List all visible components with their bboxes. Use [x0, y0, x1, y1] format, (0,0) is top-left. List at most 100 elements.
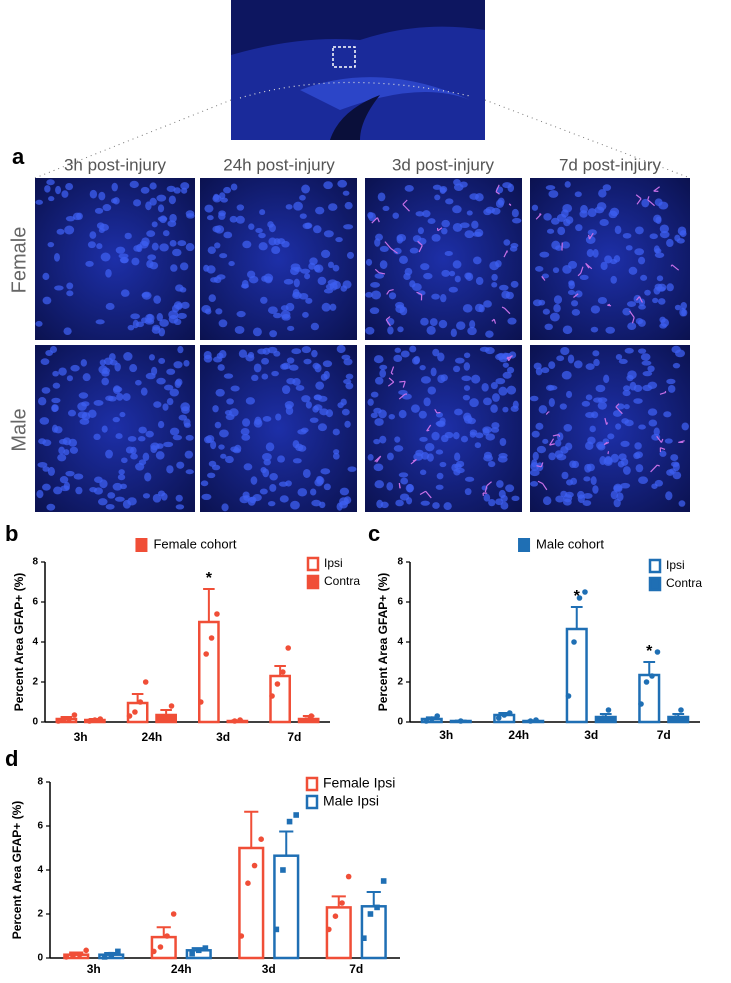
nucleus	[381, 502, 389, 508]
nucleus	[483, 428, 490, 436]
nucleus	[186, 469, 194, 474]
nucleus	[58, 367, 66, 375]
nucleus	[587, 249, 594, 257]
nucleus	[463, 413, 471, 421]
column-title: 3h post-injury	[64, 155, 167, 174]
nucleus	[454, 463, 461, 469]
y-tick-label: 8	[37, 777, 43, 788]
nucleus	[469, 193, 479, 200]
nucleus	[55, 186, 61, 194]
nucleus	[52, 371, 59, 377]
nucleus	[563, 326, 573, 335]
nucleus	[614, 255, 620, 262]
nucleus	[421, 376, 431, 384]
nucleus	[619, 453, 627, 460]
data-point	[252, 863, 258, 869]
nucleus	[592, 350, 599, 356]
nucleus	[46, 504, 55, 511]
nucleus	[297, 488, 307, 496]
nucleus	[553, 304, 561, 312]
nucleus	[624, 420, 633, 427]
nucleus	[279, 481, 288, 486]
nucleus	[502, 407, 508, 413]
nucleus	[654, 427, 660, 435]
nucleus	[175, 378, 182, 385]
nucleus	[183, 418, 190, 426]
data-point	[203, 945, 209, 951]
nucleus	[219, 429, 229, 437]
nucleus	[299, 293, 308, 300]
nucleus	[67, 375, 73, 381]
nucleus	[121, 457, 128, 463]
nucleus	[580, 205, 588, 214]
data-point	[239, 933, 245, 939]
nucleus	[654, 245, 660, 253]
nucleus	[371, 413, 378, 419]
nucleus	[500, 438, 507, 446]
y-tick-label: 2	[32, 677, 38, 688]
nucleus	[513, 401, 519, 409]
nucleus	[138, 427, 147, 434]
nucleus	[370, 282, 380, 288]
nucleus	[503, 239, 510, 245]
nucleus	[209, 294, 216, 302]
data-point	[501, 712, 507, 718]
nucleus	[368, 454, 374, 461]
nucleus	[207, 215, 214, 220]
nucleus	[181, 406, 190, 414]
legend-swatch	[307, 778, 317, 790]
nucleus	[591, 305, 600, 313]
nucleus	[471, 221, 478, 229]
nucleus	[210, 277, 218, 283]
nucleus	[274, 238, 281, 245]
nucleus	[343, 224, 353, 229]
nucleus	[563, 219, 570, 226]
data-point	[423, 718, 429, 724]
nucleus	[204, 355, 213, 363]
nucleus	[290, 501, 300, 510]
nucleus	[533, 452, 539, 461]
nucleus	[255, 228, 263, 233]
nucleus	[65, 183, 73, 190]
nucleus	[173, 361, 182, 368]
data-point	[280, 867, 286, 873]
nucleus	[636, 464, 644, 472]
nucleus	[162, 403, 168, 410]
nucleus	[158, 421, 164, 428]
data-point	[132, 709, 138, 715]
y-tick-label: 4	[397, 637, 403, 648]
nucleus	[269, 330, 277, 337]
nucleus	[344, 421, 350, 428]
nucleus	[212, 405, 218, 412]
nucleus	[345, 202, 353, 210]
nucleus	[544, 324, 552, 330]
data-point	[649, 673, 655, 679]
nucleus	[582, 401, 590, 407]
nucleus	[374, 355, 384, 363]
nucleus	[658, 202, 668, 210]
nucleus	[393, 355, 402, 362]
x-tick-label: 24h	[142, 730, 163, 744]
legend-label: Ipsi	[666, 558, 685, 572]
data-point	[678, 707, 684, 713]
nucleus	[98, 498, 108, 505]
nucleus	[464, 230, 474, 238]
nucleus	[430, 318, 438, 326]
nucleus	[81, 401, 89, 406]
nucleus	[106, 504, 115, 510]
nucleus	[48, 196, 54, 201]
nucleus	[152, 243, 159, 251]
nucleus	[539, 252, 549, 258]
data-point	[83, 948, 89, 954]
nucleus	[512, 218, 521, 224]
nucleus	[170, 428, 179, 436]
nucleus	[310, 488, 316, 495]
nucleus	[626, 245, 633, 250]
nucleus	[226, 414, 235, 420]
nucleus	[324, 484, 331, 491]
nucleus	[116, 393, 123, 401]
nucleus	[449, 287, 458, 293]
nucleus	[220, 197, 228, 202]
nucleus	[389, 292, 396, 299]
